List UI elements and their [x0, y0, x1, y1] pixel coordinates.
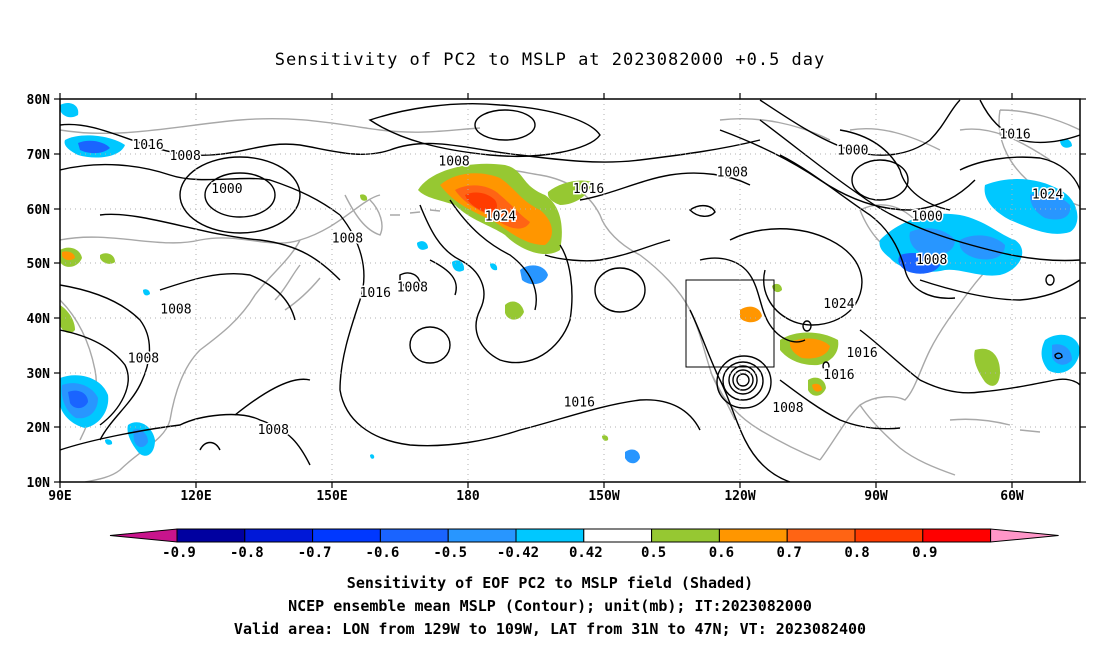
caption-line-1: Sensitivity of EOF PC2 to MSLP field (Sh… [346, 574, 754, 592]
colorbar-tick-label: 0.5 [641, 545, 666, 561]
lat-label-80n: 80N [27, 93, 51, 108]
lon-label-90w: 90W [864, 489, 888, 504]
colorbar-tick-label: -0.5 [433, 545, 467, 561]
contour-label: 1008 [438, 155, 469, 170]
colorbar-segment [379, 528, 449, 543]
contour-label: 1016 [823, 368, 854, 383]
lon-label-150e: 150E [316, 489, 347, 504]
lat-label-70n: 70N [27, 148, 51, 163]
contour-label: 1024 [823, 297, 854, 312]
valid-area-box [685, 279, 775, 368]
lat-label-10n: 10N [27, 476, 51, 491]
axis-ticks [54, 93, 1086, 488]
contour-label: 1008 [717, 166, 748, 181]
contour-label: 1008 [128, 352, 159, 367]
map-title: Sensitivity of PC2 to MSLP at 2023082000… [274, 50, 826, 70]
contour-label: 1016 [132, 138, 163, 153]
contour-label: 1016 [573, 182, 604, 197]
colorbar-segment [718, 528, 788, 543]
contour-label: 1016 [564, 395, 595, 410]
contour-label: 1000 [211, 182, 242, 197]
lon-label-180: 180 [456, 489, 480, 504]
contour-label: 1000 [837, 144, 868, 159]
contour-label: 1016 [846, 346, 877, 361]
longitude-labels: 90E 120E 150E 180 150W 120W 90W 60W [48, 489, 1024, 504]
contour-label: 1008 [160, 302, 191, 317]
contour-label: 1008 [397, 281, 428, 296]
colorbar-tick-label: -0.7 [298, 545, 332, 561]
lat-label-50n: 50N [27, 257, 51, 272]
colorbar-tick-label: -0.42 [497, 545, 539, 561]
colorbar-segment [515, 528, 585, 543]
caption-line-2: NCEP ensemble mean MSLP (Contour); unit(… [288, 597, 812, 615]
lat-label-20n: 20N [27, 421, 51, 436]
contour-label: 1008 [170, 149, 201, 164]
grid-lines [60, 99, 1080, 482]
contour-label: 1024 [485, 209, 516, 224]
lon-label-120w: 120W [724, 489, 755, 504]
colorbar-high-end [990, 528, 1059, 543]
colorbar-segment [312, 528, 381, 543]
colorbar-tick-label: 0.9 [912, 545, 937, 561]
contour-label: 1000 [911, 209, 942, 224]
caption-line-3: Valid area: LON from 129W to 109W, LAT f… [233, 620, 867, 638]
colorbar-segment [854, 528, 924, 543]
colorbar-tick-label: 0.7 [777, 545, 802, 561]
colorbar-tick-label: 0.8 [844, 545, 869, 561]
plot-area [60, 99, 1080, 482]
colorbar-tick-label: -0.8 [230, 545, 264, 561]
latitude-labels: 80N 70N 60N 50N 40N 30N 20N 10N [27, 93, 51, 491]
lat-label-40n: 40N [27, 312, 51, 327]
contour-label: 1008 [332, 231, 363, 246]
lon-label-120e: 120E [180, 489, 211, 504]
lon-label-60w: 60W [1000, 489, 1024, 504]
colorbar-tick-label: -0.9 [162, 545, 196, 561]
colorbar-segment [583, 528, 653, 543]
lat-label-60n: 60N [27, 203, 51, 218]
contour-label: 1024 [1032, 187, 1063, 202]
contour-label: 1008 [916, 253, 947, 268]
contour-label: 1016 [999, 127, 1030, 142]
contour-label: 1008 [258, 423, 289, 438]
contour-label: 1008 [772, 401, 803, 416]
colorbar-tick-label: 0.42 [569, 545, 603, 561]
lon-label-90e: 90E [48, 489, 71, 504]
colorbar-segment [244, 528, 314, 543]
colorbar-tick-label: -0.6 [366, 545, 400, 561]
lat-label-30n: 30N [27, 367, 51, 382]
colorbar-segment [176, 528, 246, 543]
colorbar: -0.9 -0.8 -0.7 -0.6 -0.5 -0.42 0.42 0.5 0.6 0.7 0.… [109, 528, 1059, 561]
plot-frame [59, 98, 1081, 483]
colorbar-segment [447, 528, 517, 543]
mslp-contours [60, 99, 1080, 482]
colorbar-tick-label: 0.6 [709, 545, 734, 561]
contour-labels: 1016 1008 1000 1008 1016 1008 1008 1008 1008 1016… [126, 126, 1065, 439]
colorbar-low-end [109, 528, 178, 543]
contour-label: 1016 [360, 286, 391, 301]
colorbar-segment [651, 528, 720, 543]
colorbar-segment [922, 528, 992, 543]
lon-label-150w: 150W [588, 489, 619, 504]
colorbar-segment [786, 528, 856, 543]
